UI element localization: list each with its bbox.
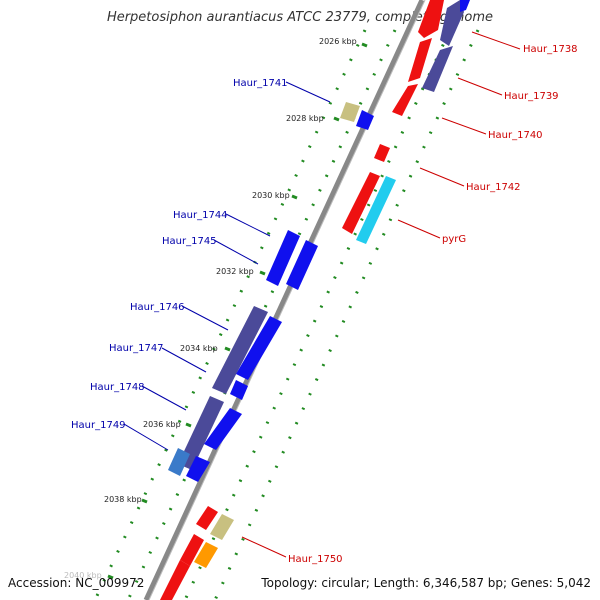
tick-label-2026: 2026 kbp xyxy=(319,37,357,46)
feature-haur-1749 xyxy=(168,448,190,476)
gene-label-haur-1744[interactable]: Haur_1744 xyxy=(173,210,228,221)
gene-label-haur-1742[interactable]: Haur_1742 xyxy=(466,182,521,193)
feature-pyrg xyxy=(356,176,396,244)
genome-backbone xyxy=(143,0,425,600)
gene-label-haur-1746[interactable]: Haur_1746 xyxy=(130,302,185,313)
feature-haur-1746 xyxy=(212,306,268,394)
dotted-track-outer-left xyxy=(93,29,367,600)
feature-haur-1748-slate xyxy=(178,396,224,470)
feature-haur-1738-slate xyxy=(440,0,464,46)
gene-label-haur-1741[interactable]: Haur_1741 xyxy=(233,78,288,89)
gene-label-haur-1748[interactable]: Haur_1748 xyxy=(90,382,145,393)
feature-haur-1739 xyxy=(408,38,432,82)
genome-summary-text: Topology: circular; Length: 6,346,587 bp… xyxy=(261,576,591,590)
genome-backbone-shadow xyxy=(148,0,426,600)
tick-label-2028: 2028 kbp xyxy=(286,114,324,123)
kbp-tick-labels: 2026 kbp 2028 kbp 2030 kbp 2032 kbp 2034… xyxy=(64,37,357,580)
feature-haur-1742 xyxy=(374,144,390,162)
gene-label-haur-1747[interactable]: Haur_1747 xyxy=(109,343,164,354)
map-title: Herpetosiphon aurantiacus ATCC 23779, co… xyxy=(106,10,494,25)
gene-label-haur-1738[interactable]: Haur_1738 xyxy=(523,44,578,55)
feature-haur-1750 xyxy=(196,506,218,530)
feature-haur-1738 xyxy=(418,0,444,38)
feature-haur-1748 xyxy=(204,408,242,450)
tick-label-2034: 2034 kbp xyxy=(180,344,218,353)
feature-pyrg-red xyxy=(342,172,380,234)
feature-haur-1750-khaki xyxy=(210,514,234,540)
gene-label-haur-1745[interactable]: Haur_1745 xyxy=(162,236,217,247)
feature-haur-1741 xyxy=(356,110,374,130)
tick-label-2032: 2032 kbp xyxy=(216,267,254,276)
gene-label-haur-1749[interactable]: Haur_1749 xyxy=(71,420,126,431)
reverse-features xyxy=(168,102,374,482)
feature-haur-1740 xyxy=(392,84,418,116)
tick-label-2040: 2040 kbp xyxy=(64,571,102,580)
feature-haur-1745 xyxy=(286,240,318,290)
gene-label-haur-1740[interactable]: Haur_1740 xyxy=(488,130,543,141)
feature-haur-1741-khaki xyxy=(340,102,360,122)
feature-haur-1739-slate xyxy=(422,46,453,92)
tick-label-2030: 2030 kbp xyxy=(252,191,290,200)
kbp-tick-marks xyxy=(107,42,368,580)
feature-haur-1747 xyxy=(236,316,282,380)
feature-haur-1744 xyxy=(266,230,300,286)
label-leader-lines xyxy=(123,31,521,558)
accession-text: Accession: NC_009972 xyxy=(8,576,145,590)
gene-label-haur-1750[interactable]: Haur_1750 xyxy=(288,554,343,565)
gene-label-pyrg[interactable]: pyrG xyxy=(442,234,466,245)
tick-label-2038: 2038 kbp xyxy=(104,495,142,504)
gene-label-haur-1739[interactable]: Haur_1739 xyxy=(504,91,559,102)
tick-label-2036: 2036 kbp xyxy=(143,420,181,429)
forward-features xyxy=(160,0,470,600)
